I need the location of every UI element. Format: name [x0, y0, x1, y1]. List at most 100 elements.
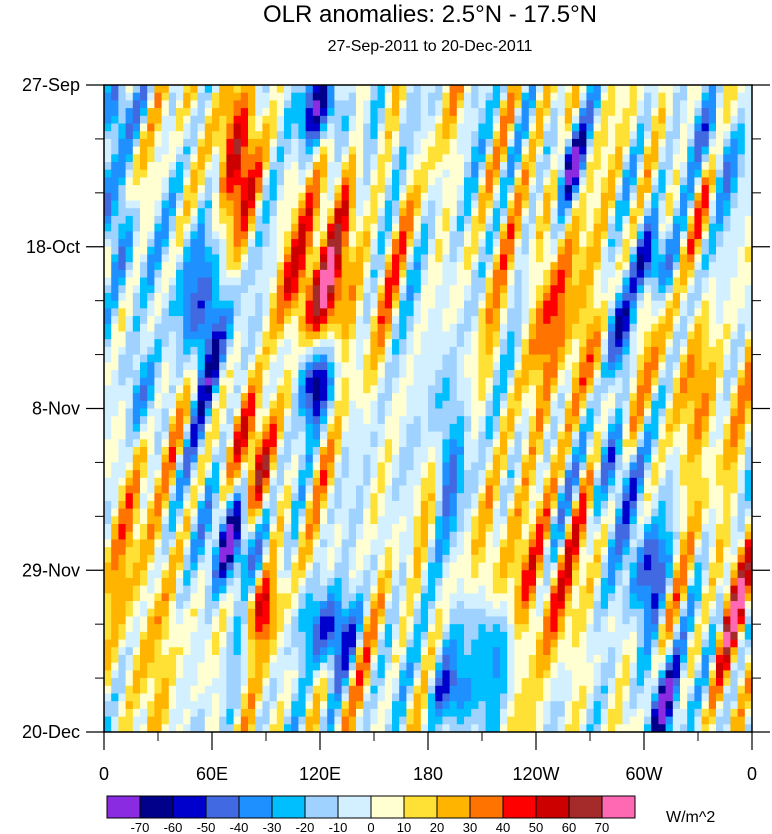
heatmap-cell — [608, 270, 616, 278]
heatmap-cell — [385, 201, 393, 209]
heatmap-cell — [205, 193, 213, 201]
heatmap-cell — [392, 455, 400, 463]
heatmap-cell — [442, 362, 450, 370]
heatmap-cell — [738, 347, 746, 355]
heatmap-cell — [673, 293, 681, 301]
heatmap-cell — [464, 162, 472, 170]
heatmap-cell — [356, 455, 364, 463]
heatmap-cell — [133, 324, 141, 332]
heatmap-cell — [730, 124, 738, 132]
heatmap-cell — [644, 239, 652, 247]
heatmap-cell — [651, 331, 659, 339]
heatmap-cell — [147, 324, 155, 332]
heatmap-cell — [126, 362, 134, 370]
heatmap-cell — [190, 409, 198, 417]
heatmap-cell — [572, 85, 580, 93]
heatmap-cell — [730, 147, 738, 155]
heatmap-cell — [234, 208, 242, 216]
heatmap-cell — [399, 147, 407, 155]
heatmap-cell — [442, 116, 450, 124]
heatmap-cell — [205, 224, 213, 232]
heatmap-cell — [673, 100, 681, 108]
heatmap-cell — [126, 385, 134, 393]
heatmap-cell — [378, 486, 386, 494]
heatmap-cell — [579, 231, 587, 239]
heatmap-cell — [284, 455, 292, 463]
heatmap-cell — [226, 416, 234, 424]
heatmap-cell — [730, 93, 738, 101]
heatmap-cell — [507, 362, 515, 370]
heatmap-cell — [507, 139, 515, 147]
heatmap-cell — [198, 108, 206, 116]
heatmap-cell — [277, 324, 285, 332]
heatmap-cell — [630, 93, 638, 101]
heatmap-cell — [190, 308, 198, 316]
heatmap-cell — [248, 385, 256, 393]
heatmap-cell — [644, 254, 652, 262]
heatmap-cell — [601, 393, 609, 401]
heatmap-cell — [277, 231, 285, 239]
heatmap-cell — [435, 462, 443, 470]
heatmap-cell — [702, 93, 710, 101]
heatmap-cell — [666, 170, 674, 178]
heatmap-cell — [370, 416, 378, 424]
heatmap-cell — [349, 278, 357, 286]
heatmap-cell — [327, 316, 335, 324]
heatmap-cell — [313, 162, 321, 170]
heatmap-cell — [493, 285, 501, 293]
heatmap-cell — [118, 447, 126, 455]
heatmap-cell — [536, 347, 544, 355]
heatmap-cell — [572, 447, 580, 455]
heatmap-cell — [709, 170, 717, 178]
heatmap-cell — [169, 478, 177, 486]
heatmap-cell — [313, 208, 321, 216]
heatmap-cell — [565, 501, 573, 509]
heatmap-cell — [378, 339, 386, 347]
heatmap-cell — [694, 100, 702, 108]
heatmap-cell — [550, 455, 558, 463]
heatmap-cell — [219, 208, 227, 216]
heatmap-cell — [212, 432, 220, 440]
heatmap-cell — [399, 393, 407, 401]
heatmap-cell — [622, 162, 630, 170]
heatmap-cell — [190, 362, 198, 370]
heatmap-cell — [651, 378, 659, 386]
heatmap-cell — [507, 432, 515, 440]
heatmap-cell — [219, 439, 227, 447]
heatmap-cell — [370, 177, 378, 185]
heatmap-cell — [306, 216, 314, 224]
heatmap-cell — [615, 301, 623, 309]
heatmap-cell — [594, 177, 602, 185]
heatmap-cell — [630, 447, 638, 455]
heatmap-cell — [608, 324, 616, 332]
heatmap-cell — [658, 239, 666, 247]
heatmap-cell — [500, 447, 508, 455]
heatmap-cell — [493, 331, 501, 339]
heatmap-cell — [615, 486, 623, 494]
heatmap-cell — [536, 131, 544, 139]
heatmap-cell — [399, 470, 407, 478]
heatmap-cell — [730, 486, 738, 494]
heatmap-cell — [378, 100, 386, 108]
heatmap-cell — [637, 93, 645, 101]
heatmap-cell — [421, 278, 429, 286]
heatmap-cell — [154, 85, 162, 93]
heatmap-cell — [147, 239, 155, 247]
heatmap-cell — [716, 385, 724, 393]
heatmap-cell — [169, 301, 177, 309]
heatmap-cell — [565, 416, 573, 424]
heatmap-cell — [478, 170, 486, 178]
heatmap-cell — [586, 316, 594, 324]
heatmap-cell — [550, 216, 558, 224]
heatmap-cell — [118, 486, 126, 494]
heatmap-cell — [133, 262, 141, 270]
heatmap-cell — [738, 93, 746, 101]
heatmap-cell — [183, 100, 191, 108]
heatmap-cell — [262, 447, 270, 455]
heatmap-cell — [637, 154, 645, 162]
heatmap-cell — [183, 216, 191, 224]
heatmap-cell — [219, 224, 227, 232]
heatmap-cell — [543, 316, 551, 324]
heatmap-cell — [126, 201, 134, 209]
heatmap-cell — [183, 308, 191, 316]
